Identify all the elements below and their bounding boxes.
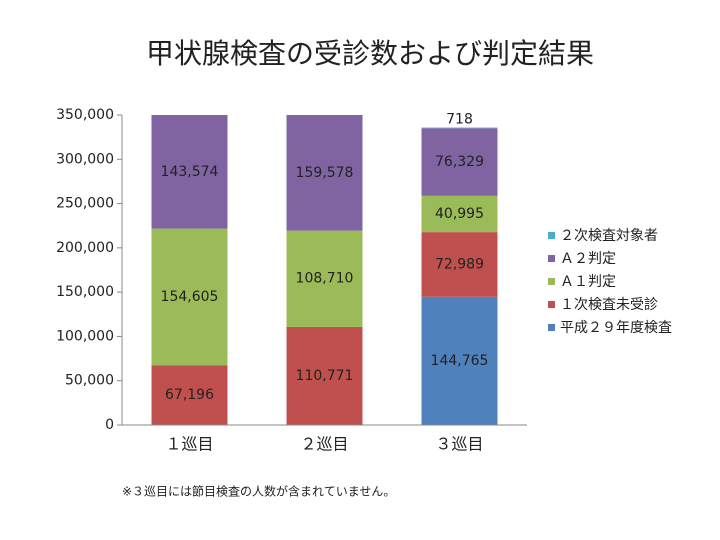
data-label: 110,771 xyxy=(296,368,354,384)
y-tick-label: 350,000 xyxy=(56,107,114,123)
legend-label: ２次検査対象者 xyxy=(560,228,658,244)
plot-area xyxy=(151,115,498,425)
y-tick-label: 0 xyxy=(105,417,114,433)
data-label: 40,995 xyxy=(435,206,484,222)
bar-segment xyxy=(421,232,498,297)
x-tick-label: ３巡目 xyxy=(435,435,483,454)
footnote: ※３巡目には節目検査の人数が含まれていません。 xyxy=(122,484,395,499)
bar-segment xyxy=(151,228,228,366)
legend-swatch xyxy=(548,301,555,308)
data-label: 76,329 xyxy=(435,154,484,170)
y-tick-label: 200,000 xyxy=(56,240,114,256)
chart-title: 甲状腺検査の受診数および判定結果 xyxy=(146,37,594,70)
bar-segment xyxy=(421,128,498,196)
legend-swatch xyxy=(548,255,555,262)
bar-segment xyxy=(286,326,363,425)
data-label: 159,578 xyxy=(296,165,354,181)
bar-segment xyxy=(421,296,498,425)
data-label: 144,765 xyxy=(431,353,489,369)
legend-label: Ａ１判定 xyxy=(560,274,616,290)
legend-swatch xyxy=(548,278,555,285)
bar-segment xyxy=(421,127,498,129)
legend-swatch xyxy=(548,232,555,239)
y-tick-label: 150,000 xyxy=(56,284,114,300)
data-label: 72,989 xyxy=(435,256,484,272)
bar-segment xyxy=(151,115,228,229)
y-tick-label: 250,000 xyxy=(56,196,114,212)
bar-segment xyxy=(286,115,363,231)
data-label: 67,196 xyxy=(165,387,214,403)
data-label: 718 xyxy=(446,112,473,128)
legend-label: Ａ２判定 xyxy=(560,251,616,267)
y-tick-label: 100,000 xyxy=(56,328,114,344)
legend-label: 平成２９年度検査 xyxy=(560,320,672,336)
x-tick-label: ２巡目 xyxy=(300,435,348,454)
y-tick-label: 50,000 xyxy=(65,373,114,389)
bar-segment xyxy=(151,365,228,425)
data-label: 108,710 xyxy=(296,271,354,287)
data-label: 154,605 xyxy=(161,289,219,305)
bar-segment xyxy=(286,230,363,327)
legend-label: １次検査未受診 xyxy=(560,297,658,313)
x-tick-label: １巡目 xyxy=(165,435,213,454)
bar-segment xyxy=(421,195,498,233)
y-tick-label: 300,000 xyxy=(56,151,114,167)
data-label: 143,574 xyxy=(161,164,219,180)
legend-swatch xyxy=(548,324,555,331)
